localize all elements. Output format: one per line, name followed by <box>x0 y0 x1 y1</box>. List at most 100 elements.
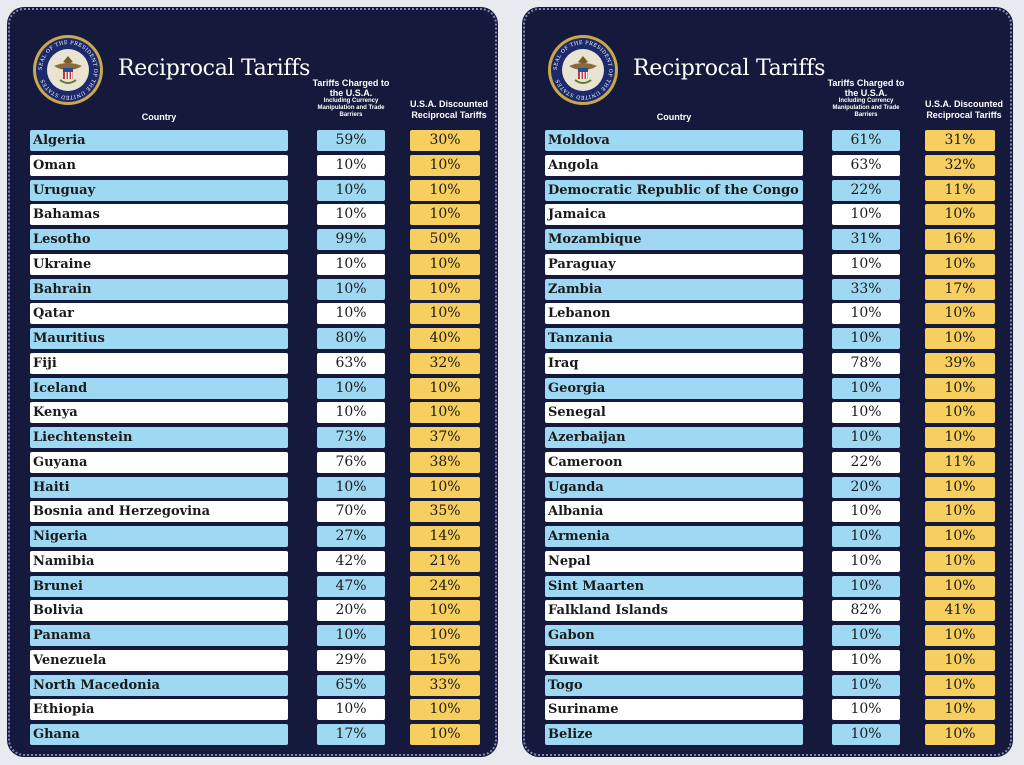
discounted-tariff-cell: 10% <box>410 476 480 498</box>
country-cell: Kuwait <box>545 649 803 671</box>
tariff-charged-cell: 10% <box>317 303 385 325</box>
tariff-charged-cell: 80% <box>317 328 385 349</box>
discounted-tariff-cell: 11% <box>925 451 995 473</box>
tariff-charged-cell: 61% <box>832 130 900 151</box>
table-row: Ghana 17% 10% <box>30 724 490 749</box>
country-cell: Mauritius <box>30 328 288 349</box>
tariff-charged-cell: 10% <box>317 625 385 646</box>
tariff-charged-cell: 10% <box>832 328 900 349</box>
country-cell: Panama <box>30 625 288 646</box>
discounted-tariff-cell: 10% <box>410 204 480 226</box>
table-row: Iraq 78% 39% <box>545 352 1005 378</box>
discounted-tariff-cell: 32% <box>925 154 995 176</box>
discounted-tariff-cell: 39% <box>925 352 995 374</box>
country-cell: Oman <box>30 154 288 176</box>
header-discounted-tariffs: U.S.A. Discounted Reciprocal Tariffs <box>409 99 488 120</box>
table-row: Belize 10% 10% <box>545 724 1005 749</box>
table-row: Nigeria 27% 14% <box>30 526 490 551</box>
discounted-tariff-cell: 10% <box>925 377 995 399</box>
table-row: Falkland Islands 82% 41% <box>545 600 1005 625</box>
discounted-tariff-cell: 10% <box>925 625 995 646</box>
tariff-charged-cell: 33% <box>832 278 900 300</box>
table-row: Georgia 10% 10% <box>545 377 1005 403</box>
table-row: Kenya 10% 10% <box>30 402 490 427</box>
tariff-table: Algeria 59% 30% Oman 10% 10% Uruguay 10% 10% Baha… <box>30 130 490 749</box>
country-cell: North Macedonia <box>30 674 288 696</box>
discounted-tariff-cell: 10% <box>925 526 995 547</box>
table-row: North Macedonia 65% 33% <box>30 674 490 700</box>
tariff-charged-cell: 10% <box>317 377 385 399</box>
tariff-charged-cell: 76% <box>317 451 385 473</box>
tariff-charged-cell: 10% <box>317 253 385 275</box>
discounted-tariff-cell: 10% <box>925 575 995 597</box>
tariff-charged-cell: 99% <box>317 229 385 250</box>
tariff-charged-cell: 10% <box>832 550 900 572</box>
header-country: Country <box>656 112 692 122</box>
tariff-charged-cell: 10% <box>832 699 900 721</box>
table-row: Bolivia 20% 10% <box>30 600 490 625</box>
discounted-tariff-cell: 16% <box>925 229 995 250</box>
tariff-charged-cell: 20% <box>832 476 900 498</box>
discounted-tariff-cell: 41% <box>925 600 995 622</box>
country-cell: Sint Maarten <box>545 575 803 597</box>
discounted-tariff-cell: 10% <box>925 501 995 523</box>
discounted-tariff-cell: 10% <box>410 625 480 646</box>
country-cell: Lesotho <box>30 229 288 250</box>
country-cell: Armenia <box>545 526 803 547</box>
tariff-charged-cell: 31% <box>832 229 900 250</box>
discounted-tariff-cell: 38% <box>410 451 480 473</box>
discounted-tariff-cell: 10% <box>410 724 480 745</box>
country-cell: Jamaica <box>545 204 803 226</box>
discounted-tariff-cell: 33% <box>410 674 480 696</box>
tariff-charged-cell: 10% <box>317 402 385 424</box>
discounted-tariff-cell: 24% <box>410 575 480 597</box>
table-row: Uganda 20% 10% <box>545 476 1005 502</box>
tariff-charged-cell: 65% <box>317 674 385 696</box>
country-cell: Kenya <box>30 402 288 424</box>
country-cell: Guyana <box>30 451 288 473</box>
table-row: Nepal 10% 10% <box>545 550 1005 576</box>
table-row: Ethiopia 10% 10% <box>30 699 490 724</box>
table-row: Kuwait 10% 10% <box>545 649 1005 675</box>
table-row: Bahrain 10% 10% <box>30 278 490 304</box>
table-row: Ukraine 10% 10% <box>30 253 490 279</box>
table-row: Bahamas 10% 10% <box>30 204 490 229</box>
presidential-seal-icon: SEAL OF THE PRESIDENT OF THE UNITED STAT… <box>33 35 103 105</box>
tariff-table: Moldova 61% 31% Angola 63% 32% Democratic Repu… <box>545 130 1005 749</box>
tariff-charged-cell: 10% <box>832 427 900 448</box>
tariff-charged-cell: 10% <box>832 377 900 399</box>
tariff-charged-cell: 78% <box>832 352 900 374</box>
discounted-tariff-cell: 10% <box>925 699 995 721</box>
discounted-tariff-cell: 10% <box>925 649 995 671</box>
table-row: Sint Maarten 10% 10% <box>545 575 1005 601</box>
table-row: Oman 10% 10% <box>30 154 490 180</box>
discounted-tariff-cell: 40% <box>410 328 480 349</box>
tariff-charged-cell: 63% <box>832 154 900 176</box>
tariff-charged-cell: 10% <box>832 253 900 275</box>
tariff-charged-cell: 63% <box>317 352 385 374</box>
tariff-panel-left: SEAL OF THE PRESIDENT OF THE UNITED STAT… <box>8 8 497 756</box>
discounted-tariff-cell: 10% <box>410 377 480 399</box>
header-tariffs-charged-sub: Including Currency Manipulation and Trad… <box>832 98 900 118</box>
discounted-tariff-cell: 10% <box>410 154 480 176</box>
discounted-tariff-cell: 10% <box>925 724 995 745</box>
table-row: Lebanon 10% 10% <box>545 303 1005 328</box>
table-row: Lesotho 99% 50% <box>30 229 490 254</box>
table-row: Gabon 10% 10% <box>545 625 1005 650</box>
discounted-tariff-cell: 10% <box>925 402 995 424</box>
country-cell: Bahamas <box>30 204 288 226</box>
tariff-charged-cell: 82% <box>832 600 900 622</box>
table-row: Uruguay 10% 10% <box>30 179 490 205</box>
table-row: Mauritius 80% 40% <box>30 328 490 353</box>
country-cell: Algeria <box>30 130 288 151</box>
header-tariffs-charged-sub: Including Currency Manipulation and Trad… <box>317 98 385 118</box>
table-row: Qatar 10% 10% <box>30 303 490 328</box>
country-cell: Bahrain <box>30 278 288 300</box>
header-tariffs-charged: Tariffs Charged to the U.S.A. Including … <box>825 78 907 119</box>
country-cell: Tanzania <box>545 328 803 349</box>
table-row: Cameroon 22% 11% <box>545 451 1005 477</box>
country-cell: Suriname <box>545 699 803 721</box>
table-row: Brunei 47% 24% <box>30 575 490 601</box>
tariff-charged-cell: 10% <box>317 179 385 201</box>
tariff-charged-cell: 10% <box>317 278 385 300</box>
